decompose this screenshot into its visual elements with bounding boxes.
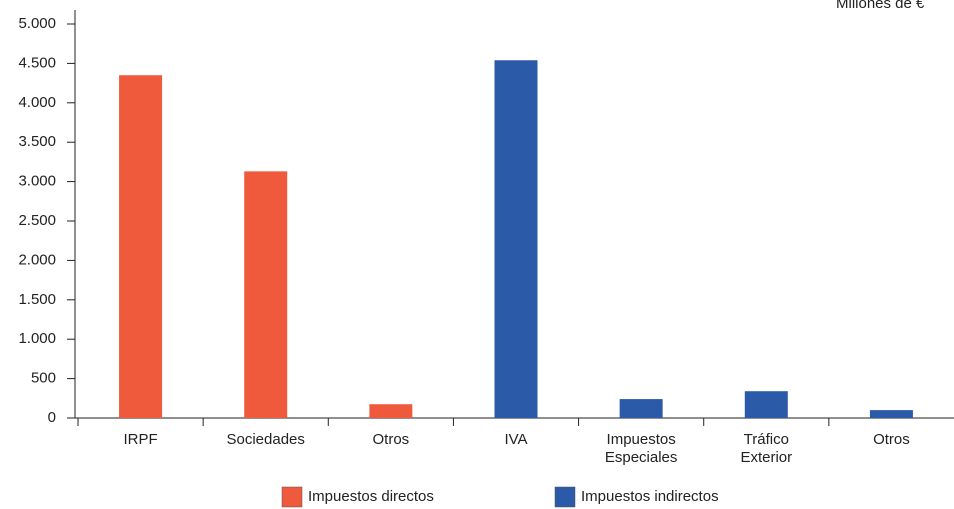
y-tick-label: 2.000 [18, 251, 56, 268]
legend-swatch [281, 486, 303, 508]
bar [869, 410, 913, 418]
bar [494, 60, 538, 419]
y-tick-label: 1.000 [18, 330, 56, 347]
x-tick-label: IVA [504, 431, 527, 448]
unit-label: Millones de € [836, 0, 925, 12]
bar [619, 399, 663, 418]
x-tick-label: Impuestos Especiales [605, 431, 678, 466]
y-tick-label: 5.000 [18, 15, 56, 32]
x-tick-label: Tráfico Exterior [740, 431, 792, 466]
x-tick-label: Otros [373, 431, 410, 448]
y-tick-label: 3.500 [18, 133, 56, 150]
x-tick-label: IRPF [123, 431, 157, 448]
y-tick-label: 3.000 [18, 173, 56, 190]
legend-label: Impuestos directos [308, 488, 434, 505]
bar [369, 404, 413, 418]
bar [244, 171, 288, 418]
x-tick-label: Otros [873, 431, 910, 448]
y-tick-label: 4.000 [18, 94, 56, 111]
y-tick-label: 4.500 [18, 54, 56, 71]
legend-swatch [554, 486, 576, 508]
bar [119, 75, 163, 418]
legend-label: Impuestos indirectos [581, 488, 719, 505]
y-tick-label: 500 [31, 370, 56, 387]
y-tick-label: 2.500 [18, 212, 56, 229]
x-tick-label: Sociedades [227, 431, 305, 448]
y-tick-label: 0 [48, 409, 56, 426]
y-tick-label: 1.500 [18, 291, 56, 308]
bar [744, 391, 788, 418]
